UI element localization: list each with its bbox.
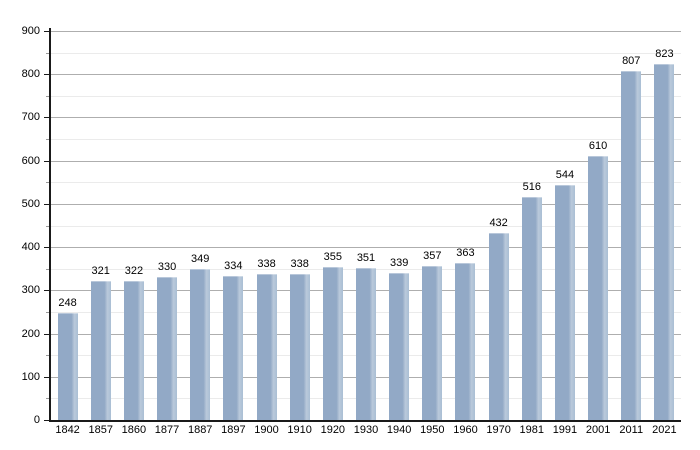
y-tick-mark-800 [44, 74, 49, 76]
y-tick-mark-100 [44, 376, 49, 378]
y-tick-mark-minor-450 [46, 225, 49, 227]
bar-1842 [57, 312, 78, 420]
bar-1950 [422, 265, 443, 420]
y-tick-mark-minor-650 [46, 139, 49, 141]
bar-value-label: 357 [423, 249, 442, 262]
x-tick-label-2021: 2021 [652, 424, 677, 436]
x-tick-label-1897: 1897 [221, 424, 246, 436]
x-tick-label-1920: 1920 [320, 424, 346, 436]
plot-area: 248 321 322 330 349 334 338 338 355 351 339 357 363 4… [49, 28, 681, 422]
bar-1910 [289, 273, 310, 420]
bar-value-label: 248 [58, 296, 77, 309]
x-tick-label-1860: 1860 [121, 424, 147, 436]
y-tick-label-800: 800 [21, 68, 40, 81]
bar-value-label: 338 [257, 257, 276, 270]
x-tick-label-1857: 1857 [88, 424, 113, 436]
bar-1897 [223, 275, 244, 420]
bar-value-label: 351 [356, 252, 376, 265]
bar-1877 [157, 277, 178, 420]
y-tick-label-200: 200 [21, 327, 40, 340]
bar-1920 [322, 266, 343, 420]
bar-value-label: 322 [124, 264, 144, 277]
y-tick-mark-0 [44, 420, 49, 421]
bar-value-label: 338 [290, 257, 309, 270]
x-tick-label-1991: 1991 [552, 424, 578, 436]
bar-1900 [256, 273, 277, 420]
major-gridline-800 [51, 74, 681, 76]
major-gridline-500 [51, 203, 681, 205]
bar-2011 [621, 71, 642, 420]
y-tick-label-300: 300 [21, 284, 40, 297]
y-tick-mark-minor-150 [46, 355, 49, 357]
minor-gridline-550 [51, 182, 681, 184]
y-tick-label-700: 700 [21, 111, 40, 124]
minor-gridline-750 [51, 95, 681, 97]
bar-value-label: 363 [456, 247, 475, 260]
y-tick-label-400: 400 [21, 241, 40, 254]
y-tick-label-600: 600 [21, 154, 40, 167]
bar-value-label: 339 [389, 257, 409, 270]
x-tick-label-1940: 1940 [386, 424, 412, 436]
bar-2021 [654, 64, 675, 420]
major-gridline-600 [51, 160, 681, 162]
bar-1930 [356, 268, 376, 420]
y-tick-mark-400 [44, 247, 49, 249]
y-tick-label-500: 500 [21, 197, 40, 210]
x-tick-label-1981: 1981 [519, 424, 545, 436]
bar-value-label: 544 [555, 168, 575, 181]
y-tick-mark-minor-350 [46, 268, 49, 270]
y-tick-label-100: 100 [21, 370, 40, 383]
x-tick-label-1970: 1970 [486, 424, 511, 436]
bar-1860 [123, 280, 144, 420]
x-tick-label-1900: 1900 [254, 424, 279, 436]
y-tick-label-900: 900 [21, 25, 40, 37]
x-tick-label-1842: 1842 [55, 424, 80, 436]
bar-1970 [488, 233, 509, 420]
major-gridline-400 [51, 247, 681, 249]
major-gridline-900 [51, 31, 681, 32]
bar-value-label: 321 [91, 265, 110, 278]
bar-2001 [588, 156, 609, 420]
y-tick-mark-minor-750 [46, 95, 49, 97]
x-tick-label-2001: 2001 [585, 424, 611, 436]
x-tick-label-1950: 1950 [420, 424, 445, 436]
bar-value-label: 807 [622, 55, 641, 68]
bar-value-label: 610 [588, 140, 608, 153]
y-tick-mark-minor-850 [46, 52, 49, 54]
major-gridline-700 [51, 117, 681, 119]
y-tick-mark-minor-250 [46, 311, 49, 313]
bar-1887 [190, 269, 211, 420]
bar-value-label: 349 [191, 253, 210, 266]
bar-value-label: 330 [157, 261, 177, 274]
y-tick-label-0: 0 [33, 414, 40, 426]
x-tick-label-1910: 1910 [287, 424, 312, 436]
x-tick-label-1887: 1887 [187, 424, 213, 436]
bar-value-label: 334 [224, 259, 243, 272]
y-tick-mark-900 [44, 31, 49, 32]
bar-value-label: 355 [323, 250, 342, 263]
y-tick-mark-600 [44, 160, 49, 162]
bar-1981 [521, 196, 542, 420]
bar-1940 [389, 273, 410, 420]
minor-gridline-850 [51, 52, 681, 54]
bar-value-label: 516 [522, 180, 541, 193]
bar-value-label: 823 [655, 48, 674, 61]
minor-gridline-650 [51, 139, 681, 141]
y-tick-mark-200 [44, 333, 49, 335]
bar-1960 [455, 263, 476, 420]
x-tick-label-1877: 1877 [154, 424, 180, 436]
y-tick-mark-minor-50 [46, 398, 49, 400]
x-tick-label-1960: 1960 [453, 424, 478, 436]
bar-1991 [554, 184, 575, 420]
bar-value-label: 432 [489, 217, 508, 230]
bar-1857 [90, 281, 111, 420]
y-tick-mark-700 [44, 117, 49, 119]
x-tick-label-2011: 2011 [619, 424, 644, 436]
minor-gridline-450 [51, 225, 681, 227]
y-tick-mark-minor-550 [46, 182, 49, 184]
y-tick-mark-500 [44, 203, 49, 205]
x-tick-label-1930: 1930 [353, 424, 379, 436]
y-tick-mark-300 [44, 290, 49, 292]
